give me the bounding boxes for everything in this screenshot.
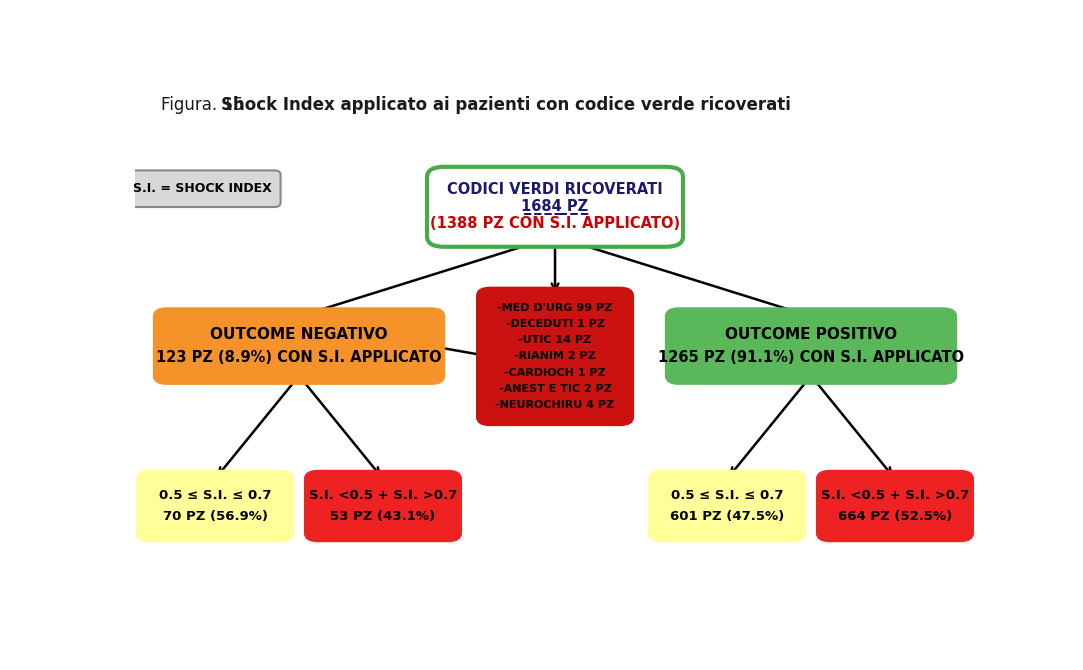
Text: 1̲6̲8̲4̲ ̲P̲Z̲: 1̲6̲8̲4̲ ̲P̲Z̲ bbox=[522, 199, 588, 215]
Text: OUTCOME POSITIVO: OUTCOME POSITIVO bbox=[725, 327, 897, 342]
Text: 123 PZ (8.9%) CON S.I. APPLICATO: 123 PZ (8.9%) CON S.I. APPLICATO bbox=[156, 350, 442, 365]
Text: 0.5 ≤ S.I. ≤ 0.7: 0.5 ≤ S.I. ≤ 0.7 bbox=[159, 488, 272, 502]
Text: S.I. <0.5 + S.I. >0.7: S.I. <0.5 + S.I. >0.7 bbox=[309, 488, 457, 502]
FancyBboxPatch shape bbox=[818, 471, 973, 541]
FancyBboxPatch shape bbox=[154, 309, 444, 383]
Text: 53 PZ (43.1%): 53 PZ (43.1%) bbox=[330, 511, 435, 523]
Text: S.I. <0.5 + S.I. >0.7: S.I. <0.5 + S.I. >0.7 bbox=[821, 488, 969, 502]
Text: OUTCOME NEGATIVO: OUTCOME NEGATIVO bbox=[210, 327, 388, 342]
FancyBboxPatch shape bbox=[478, 288, 632, 425]
Text: -NEUROCHIRU 4 PZ: -NEUROCHIRU 4 PZ bbox=[496, 400, 614, 410]
Text: -UTIC 14 PZ: -UTIC 14 PZ bbox=[519, 335, 591, 345]
Text: Shock Index applicato ai pazienti con codice verde ricoverati: Shock Index applicato ai pazienti con co… bbox=[221, 96, 791, 114]
FancyBboxPatch shape bbox=[125, 170, 280, 207]
Text: 1265 PZ (91.1%) CON S.I. APPLICATO: 1265 PZ (91.1%) CON S.I. APPLICATO bbox=[658, 350, 964, 365]
Text: -DECEDUTI 1 PZ: -DECEDUTI 1 PZ bbox=[506, 319, 604, 329]
Text: CODICI VERDI RICOVERATI: CODICI VERDI RICOVERATI bbox=[447, 182, 663, 198]
FancyBboxPatch shape bbox=[138, 471, 292, 541]
Text: S.I. = SHOCK INDEX: S.I. = SHOCK INDEX bbox=[133, 182, 272, 195]
Text: -CARDIOCH 1 PZ: -CARDIOCH 1 PZ bbox=[505, 368, 605, 378]
Text: -ANEST E TIC 2 PZ: -ANEST E TIC 2 PZ bbox=[498, 384, 612, 394]
FancyBboxPatch shape bbox=[666, 309, 956, 383]
Text: -MED D'URG 99 PZ: -MED D'URG 99 PZ bbox=[497, 303, 613, 313]
FancyBboxPatch shape bbox=[650, 471, 805, 541]
Text: 70 PZ (56.9%): 70 PZ (56.9%) bbox=[162, 511, 268, 523]
Text: Figura. 15: Figura. 15 bbox=[160, 96, 248, 114]
Text: 664 PZ (52.5%): 664 PZ (52.5%) bbox=[838, 511, 952, 523]
FancyBboxPatch shape bbox=[427, 167, 683, 247]
Text: 601 PZ (47.5%): 601 PZ (47.5%) bbox=[670, 511, 784, 523]
FancyBboxPatch shape bbox=[305, 471, 460, 541]
Text: -RIANIM 2 PZ: -RIANIM 2 PZ bbox=[514, 351, 596, 361]
Text: (1388 PZ CON S.I. APPLICATO): (1388 PZ CON S.I. APPLICATO) bbox=[430, 216, 680, 231]
Text: 0.5 ≤ S.I. ≤ 0.7: 0.5 ≤ S.I. ≤ 0.7 bbox=[670, 488, 783, 502]
